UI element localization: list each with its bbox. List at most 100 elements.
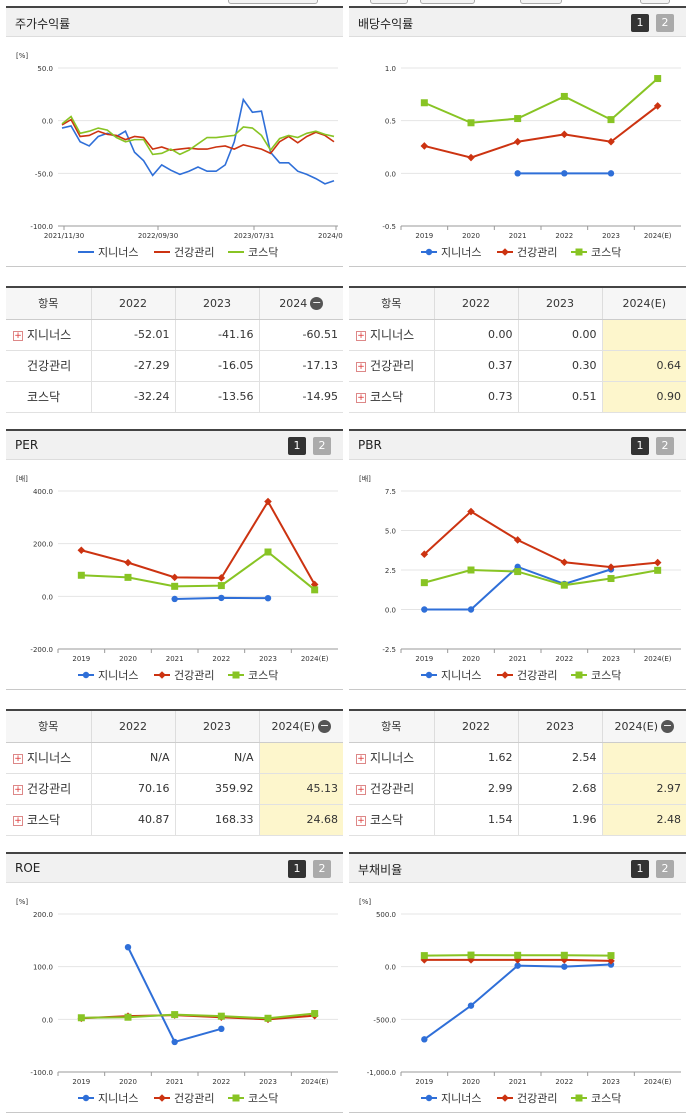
per-table: 항목 2022 2023 2024(E) − + 지니너스 N/A N/A + 건강관리 70.16 3…: [6, 709, 343, 836]
view-2-button[interactable]: 2: [656, 437, 674, 455]
row-label[interactable]: + 지니너스: [6, 742, 91, 774]
table-row: 건강관리 -27.29 -16.05 -17.13: [6, 350, 343, 382]
legend-label-jini[interactable]: 지니너스: [441, 1092, 481, 1105]
legend-label-jini[interactable]: 지니너스: [98, 1092, 138, 1105]
collapse-icon[interactable]: −: [661, 719, 675, 733]
row-label[interactable]: + 지니너스: [349, 319, 434, 351]
table-cell: 24.68: [258, 804, 343, 836]
legend-label-kosdaq[interactable]: 코스닥: [248, 246, 278, 259]
table-header: 2022: [433, 287, 518, 320]
view-1-button[interactable]: 1: [631, 860, 649, 878]
data-point-marker: [513, 536, 522, 544]
legend-label-jini[interactable]: 지니너스: [441, 669, 481, 682]
x-tick-label: 2019: [415, 1078, 433, 1086]
legend-label-health[interactable]: 건강관리: [174, 246, 214, 259]
header-label: 2022: [462, 719, 490, 733]
data-point-marker: [560, 558, 569, 567]
pbr-chart: [배] 7.5 5.0 2.5 0.0 -2.5 2019 2020 2021 2022 2023 2…: [359, 474, 681, 682]
expand-icon[interactable]: +: [356, 361, 366, 372]
collapse-icon[interactable]: −: [310, 296, 324, 310]
y-tick-label: 0.0: [42, 593, 53, 601]
x-tick-label: 2021: [166, 1078, 184, 1086]
table-cell: 2.54: [517, 742, 602, 774]
data-point-marker: [171, 595, 178, 603]
legend-label-kosdaq[interactable]: 코스닥: [248, 669, 278, 682]
expand-icon[interactable]: +: [356, 784, 366, 795]
legend-label-health[interactable]: 건강관리: [517, 1092, 557, 1105]
top-tab-3[interactable]: [420, 0, 475, 4]
y-tick-label: 2.5: [385, 567, 396, 575]
stock-return-panel: 주가수익률 [%] 50.0 0.0 -50.0 -100.0 2021/11/30 202…: [6, 6, 343, 267]
table-header: 2024(E): [601, 287, 686, 320]
row-label[interactable]: + 코스닥: [6, 804, 91, 836]
data-point-marker: [514, 170, 521, 177]
view-1-button[interactable]: 1: [631, 437, 649, 455]
expand-icon[interactable]: +: [356, 330, 366, 341]
top-tab-5[interactable]: [640, 0, 670, 4]
table-cell: [601, 742, 686, 774]
expand-icon[interactable]: +: [356, 815, 366, 826]
x-tick-label: 2024(E): [644, 1078, 672, 1086]
legend-label-health[interactable]: 건강관리: [174, 1092, 214, 1105]
y-tick-label: 100.0: [33, 964, 53, 972]
row-label[interactable]: + 건강관리: [349, 350, 434, 382]
legend-label-health[interactable]: 건강관리: [174, 669, 214, 682]
view-1-button[interactable]: 1: [288, 437, 306, 455]
expand-icon[interactable]: +: [356, 753, 366, 764]
table-row: + 건강관리 0.37 0.30 0.64: [349, 350, 686, 382]
row-label[interactable]: + 건강관리: [6, 773, 91, 805]
x-tick-label: 2024(E): [301, 1078, 329, 1086]
top-tab-2[interactable]: [370, 0, 408, 4]
dividend-chart: 1.0 0.5 0.0 -0.5 2019 2020 2021 2022 2023 2024(E)…: [382, 65, 681, 259]
x-tick-label: 2024(E): [644, 232, 672, 240]
row-label[interactable]: + 건강관리: [349, 773, 434, 805]
top-tab-strip: [0, 0, 691, 6]
view-1-button[interactable]: 1: [631, 14, 649, 32]
table-cell: [258, 742, 343, 774]
table-row: + 코스닥 40.87 168.33 24.68: [6, 804, 343, 836]
legend-label-kosdaq[interactable]: 코스닥: [591, 669, 621, 682]
top-tab-4[interactable]: [520, 0, 562, 4]
legend-label-health[interactable]: 건강관리: [517, 246, 557, 259]
data-point-marker: [124, 573, 132, 581]
view-2-button[interactable]: 2: [313, 437, 331, 455]
row-label[interactable]: + 코스닥: [349, 804, 434, 836]
data-point-marker: [654, 566, 662, 574]
top-tab-1[interactable]: [228, 0, 318, 4]
expand-icon[interactable]: +: [13, 753, 23, 764]
table-cell: 0.00: [433, 319, 518, 351]
expand-icon[interactable]: +: [13, 330, 23, 341]
data-point-marker: [171, 1038, 178, 1046]
legend-label-kosdaq[interactable]: 코스닥: [591, 246, 621, 259]
table-header: 2023: [517, 287, 602, 320]
view-2-button[interactable]: 2: [656, 14, 674, 32]
x-tick-label: 2020: [462, 1078, 480, 1086]
x-tick-label: 2019: [415, 655, 433, 663]
legend-label-kosdaq[interactable]: 코스닥: [248, 1092, 278, 1105]
x-tick-label: 2023: [259, 655, 277, 663]
expand-icon[interactable]: +: [13, 815, 23, 826]
table-cell: -17.13: [258, 350, 343, 382]
view-2-button[interactable]: 2: [313, 860, 331, 878]
collapse-icon[interactable]: −: [318, 719, 332, 733]
x-tick-label: 2020: [119, 1078, 137, 1086]
row-label[interactable]: + 코스닥: [349, 381, 434, 413]
table-cell: 0.37: [433, 350, 518, 382]
data-point-marker: [124, 1013, 132, 1021]
legend-label-health[interactable]: 건강관리: [517, 669, 557, 682]
legend-label-jini[interactable]: 지니너스: [98, 669, 138, 682]
legend-label-jini[interactable]: 지니너스: [98, 246, 138, 259]
row-label[interactable]: + 지니너스: [349, 742, 434, 774]
view-2-button[interactable]: 2: [656, 860, 674, 878]
row-name: 지니너스: [370, 328, 415, 342]
view-1-button[interactable]: 1: [288, 860, 306, 878]
expand-icon[interactable]: +: [13, 784, 23, 795]
series-line-kosdaq: [81, 1012, 315, 1020]
row-label[interactable]: + 지니너스: [6, 319, 91, 351]
data-point-marker: [467, 507, 475, 516]
legend-label-kosdaq[interactable]: 코스닥: [591, 1092, 621, 1105]
table-header: 2023: [174, 287, 259, 320]
expand-icon[interactable]: +: [356, 392, 366, 403]
legend-label-jini[interactable]: 지니너스: [441, 246, 481, 259]
table-cell: 0.30: [517, 350, 602, 382]
